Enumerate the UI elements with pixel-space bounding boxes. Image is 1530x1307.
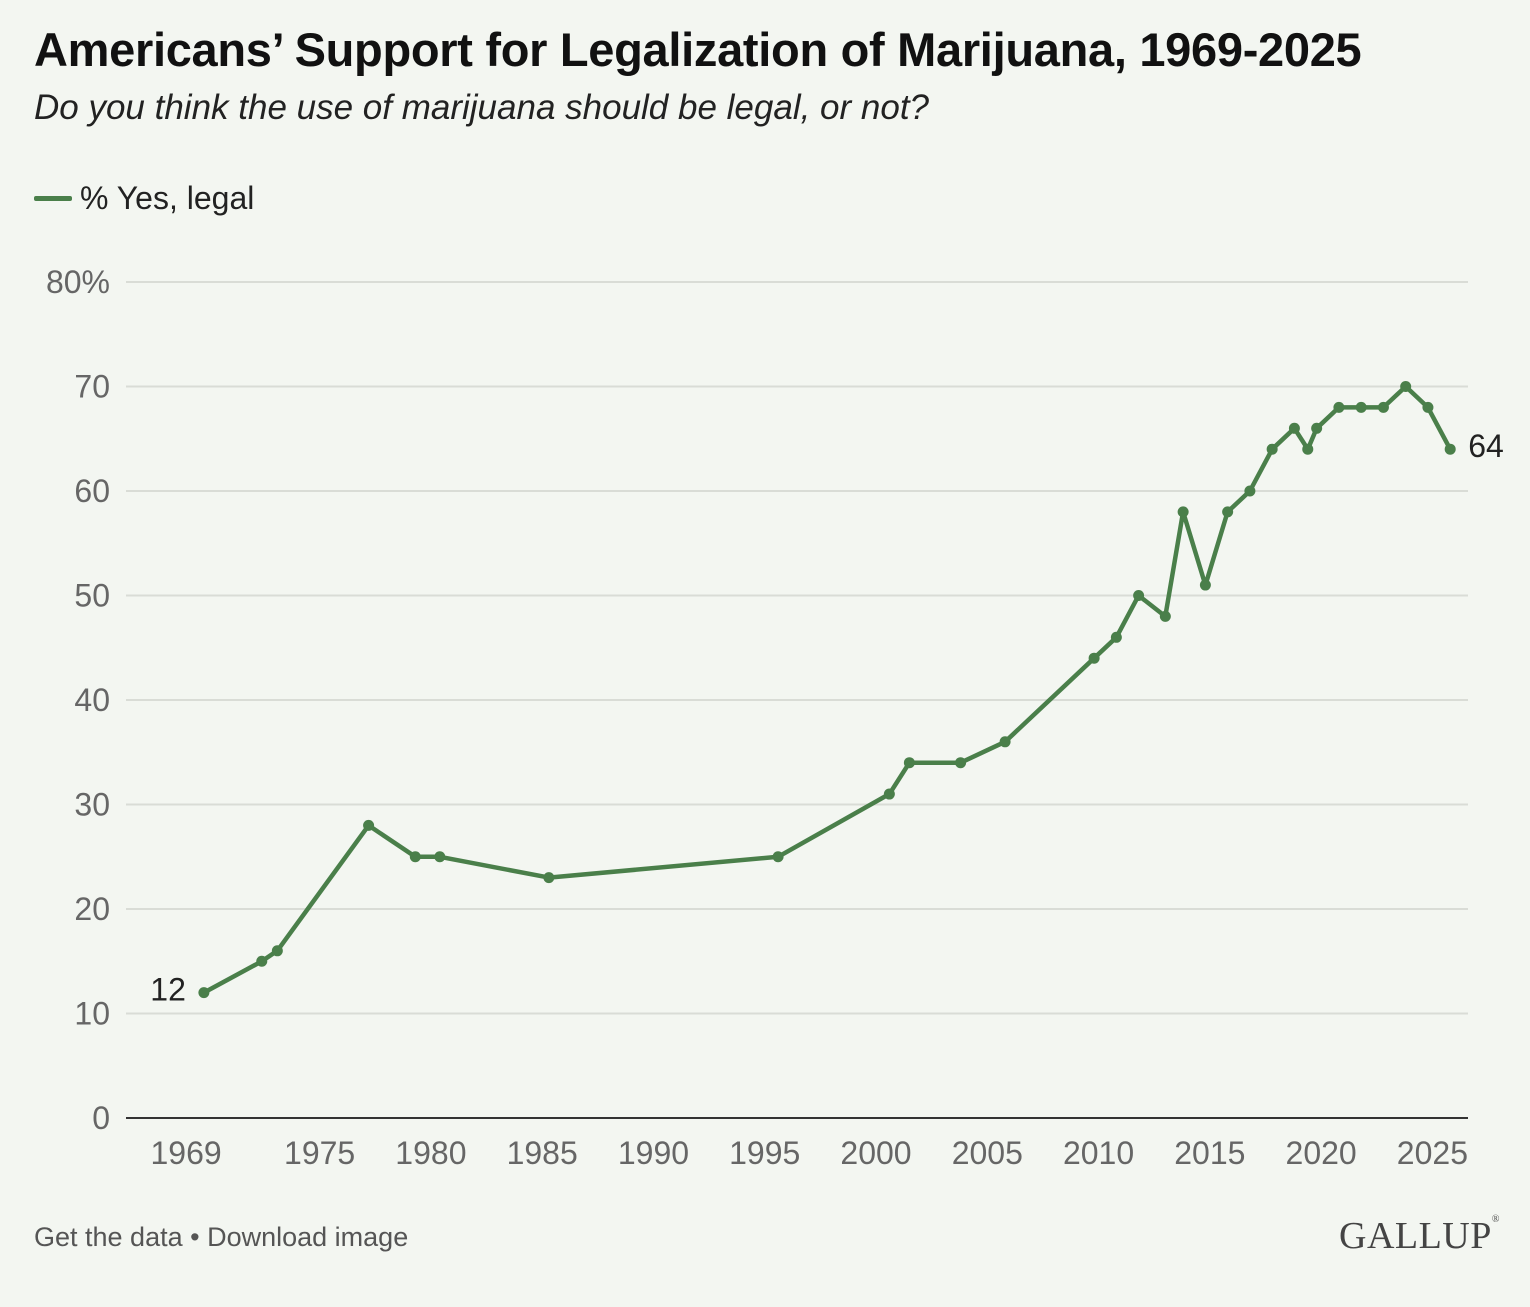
data-point bbox=[1422, 401, 1434, 413]
x-tick-label: 2025 bbox=[1397, 1135, 1468, 1171]
y-tick-label: 60 bbox=[74, 473, 110, 509]
data-point bbox=[363, 819, 375, 831]
data-point bbox=[1288, 422, 1300, 434]
data-point bbox=[256, 955, 268, 967]
x-tick-label: 1969 bbox=[150, 1135, 221, 1171]
x-tick-label: 2020 bbox=[1286, 1135, 1357, 1171]
x-tick-label: 2000 bbox=[840, 1135, 911, 1171]
data-point bbox=[1088, 652, 1100, 664]
data-point bbox=[999, 736, 1011, 748]
y-tick-label: 0 bbox=[92, 1100, 110, 1136]
x-tick-label: 1995 bbox=[729, 1135, 800, 1171]
y-tick-label: 80% bbox=[46, 264, 110, 300]
gallup-logo-text: GALLUP bbox=[1339, 1215, 1492, 1257]
data-point bbox=[1110, 631, 1122, 643]
y-tick-label: 20 bbox=[74, 891, 110, 927]
data-point bbox=[955, 757, 967, 769]
data-point bbox=[198, 987, 210, 999]
data-point bbox=[1333, 401, 1345, 413]
data-point bbox=[1199, 579, 1211, 591]
get-data-link[interactable]: Get the data bbox=[34, 1222, 183, 1252]
data-point bbox=[1244, 485, 1256, 497]
legend-swatch bbox=[34, 196, 72, 201]
data-point bbox=[543, 872, 555, 884]
x-tick-label: 1975 bbox=[284, 1135, 355, 1171]
x-tick-label: 1990 bbox=[618, 1135, 689, 1171]
registered-mark: ® bbox=[1491, 1214, 1500, 1225]
data-point bbox=[883, 788, 895, 800]
data-point bbox=[1444, 443, 1456, 455]
legend-label: % Yes, legal bbox=[80, 180, 255, 216]
data-point bbox=[903, 757, 915, 769]
data-point bbox=[271, 945, 283, 957]
legend: % Yes, legal bbox=[34, 180, 254, 217]
footer-separator: • bbox=[190, 1222, 200, 1252]
data-label-first: 12 bbox=[150, 972, 186, 1008]
y-tick-label: 40 bbox=[74, 682, 110, 718]
y-tick-label: 10 bbox=[74, 996, 110, 1032]
data-point bbox=[1311, 422, 1323, 434]
series-line-yes-legal bbox=[201, 384, 1453, 995]
x-tick-label: 2010 bbox=[1063, 1135, 1134, 1171]
y-tick-label: 70 bbox=[74, 369, 110, 405]
footer-links: Get the data • Download image bbox=[34, 1222, 408, 1253]
data-point bbox=[1377, 401, 1389, 413]
data-point bbox=[1266, 443, 1278, 455]
data-point bbox=[1133, 590, 1145, 601]
data-label-last: 64 bbox=[1468, 428, 1504, 464]
y-tick-label: 30 bbox=[74, 787, 110, 823]
x-tick-label: 1985 bbox=[507, 1135, 578, 1171]
download-image-link[interactable]: Download image bbox=[207, 1222, 409, 1252]
data-point bbox=[1302, 443, 1314, 455]
chart-title: Americans’ Support for Legalization of M… bbox=[34, 23, 1362, 76]
data-point bbox=[772, 851, 784, 863]
data-point bbox=[1177, 506, 1189, 518]
chart-subtitle: Do you think the use of marijuana should… bbox=[34, 88, 930, 127]
data-point bbox=[1400, 381, 1412, 392]
data-point bbox=[434, 851, 446, 863]
data-point bbox=[1159, 610, 1171, 622]
data-point bbox=[409, 851, 421, 863]
x-tick-label: 2005 bbox=[952, 1135, 1023, 1171]
data-point bbox=[1222, 506, 1234, 518]
x-tick-label: 1980 bbox=[395, 1135, 466, 1171]
y-tick-label: 50 bbox=[74, 578, 110, 614]
data-point bbox=[1355, 401, 1367, 413]
gallup-logo: GALLUP® bbox=[1339, 1214, 1500, 1258]
x-tick-label: 2015 bbox=[1174, 1135, 1245, 1171]
